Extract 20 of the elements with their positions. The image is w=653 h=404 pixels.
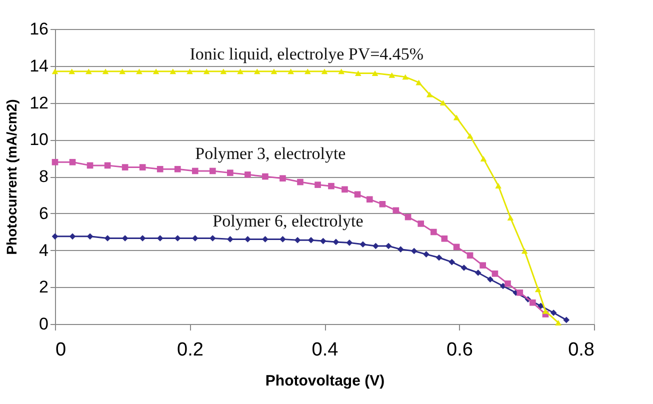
y-tick-label: 16 <box>30 20 48 38</box>
y-tick-label: 10 <box>30 130 48 150</box>
series-label: Ionic liquid, electrolye PV=4.45% <box>190 44 424 64</box>
point <box>555 320 562 326</box>
y-tick-label: 2 <box>39 278 48 297</box>
x-tick-label: 0 <box>56 340 66 360</box>
series-label: Polymer 3, electrolyte <box>195 144 346 163</box>
y-tick-label: 6 <box>39 204 48 223</box>
x-tick-label: 0.2 <box>177 340 204 360</box>
y-tick-label: 14 <box>30 56 48 76</box>
x-tick-label: 0.8 <box>568 340 594 360</box>
y-tick-label: 12 <box>30 93 48 112</box>
series-label: Polymer 6, electrolyte <box>212 211 364 230</box>
y-tick-label: 4 <box>39 240 48 260</box>
x-tick-label: 0.6 <box>446 340 473 360</box>
x-axis-title: Photovoltage (V) <box>265 372 385 390</box>
y-tick-label: 0 <box>39 314 48 334</box>
y-axis-title: Photocurrent (mA/cm2) <box>4 99 20 255</box>
y-tick-label: 8 <box>39 167 48 186</box>
x-tick-label: 0.4 <box>312 340 339 360</box>
